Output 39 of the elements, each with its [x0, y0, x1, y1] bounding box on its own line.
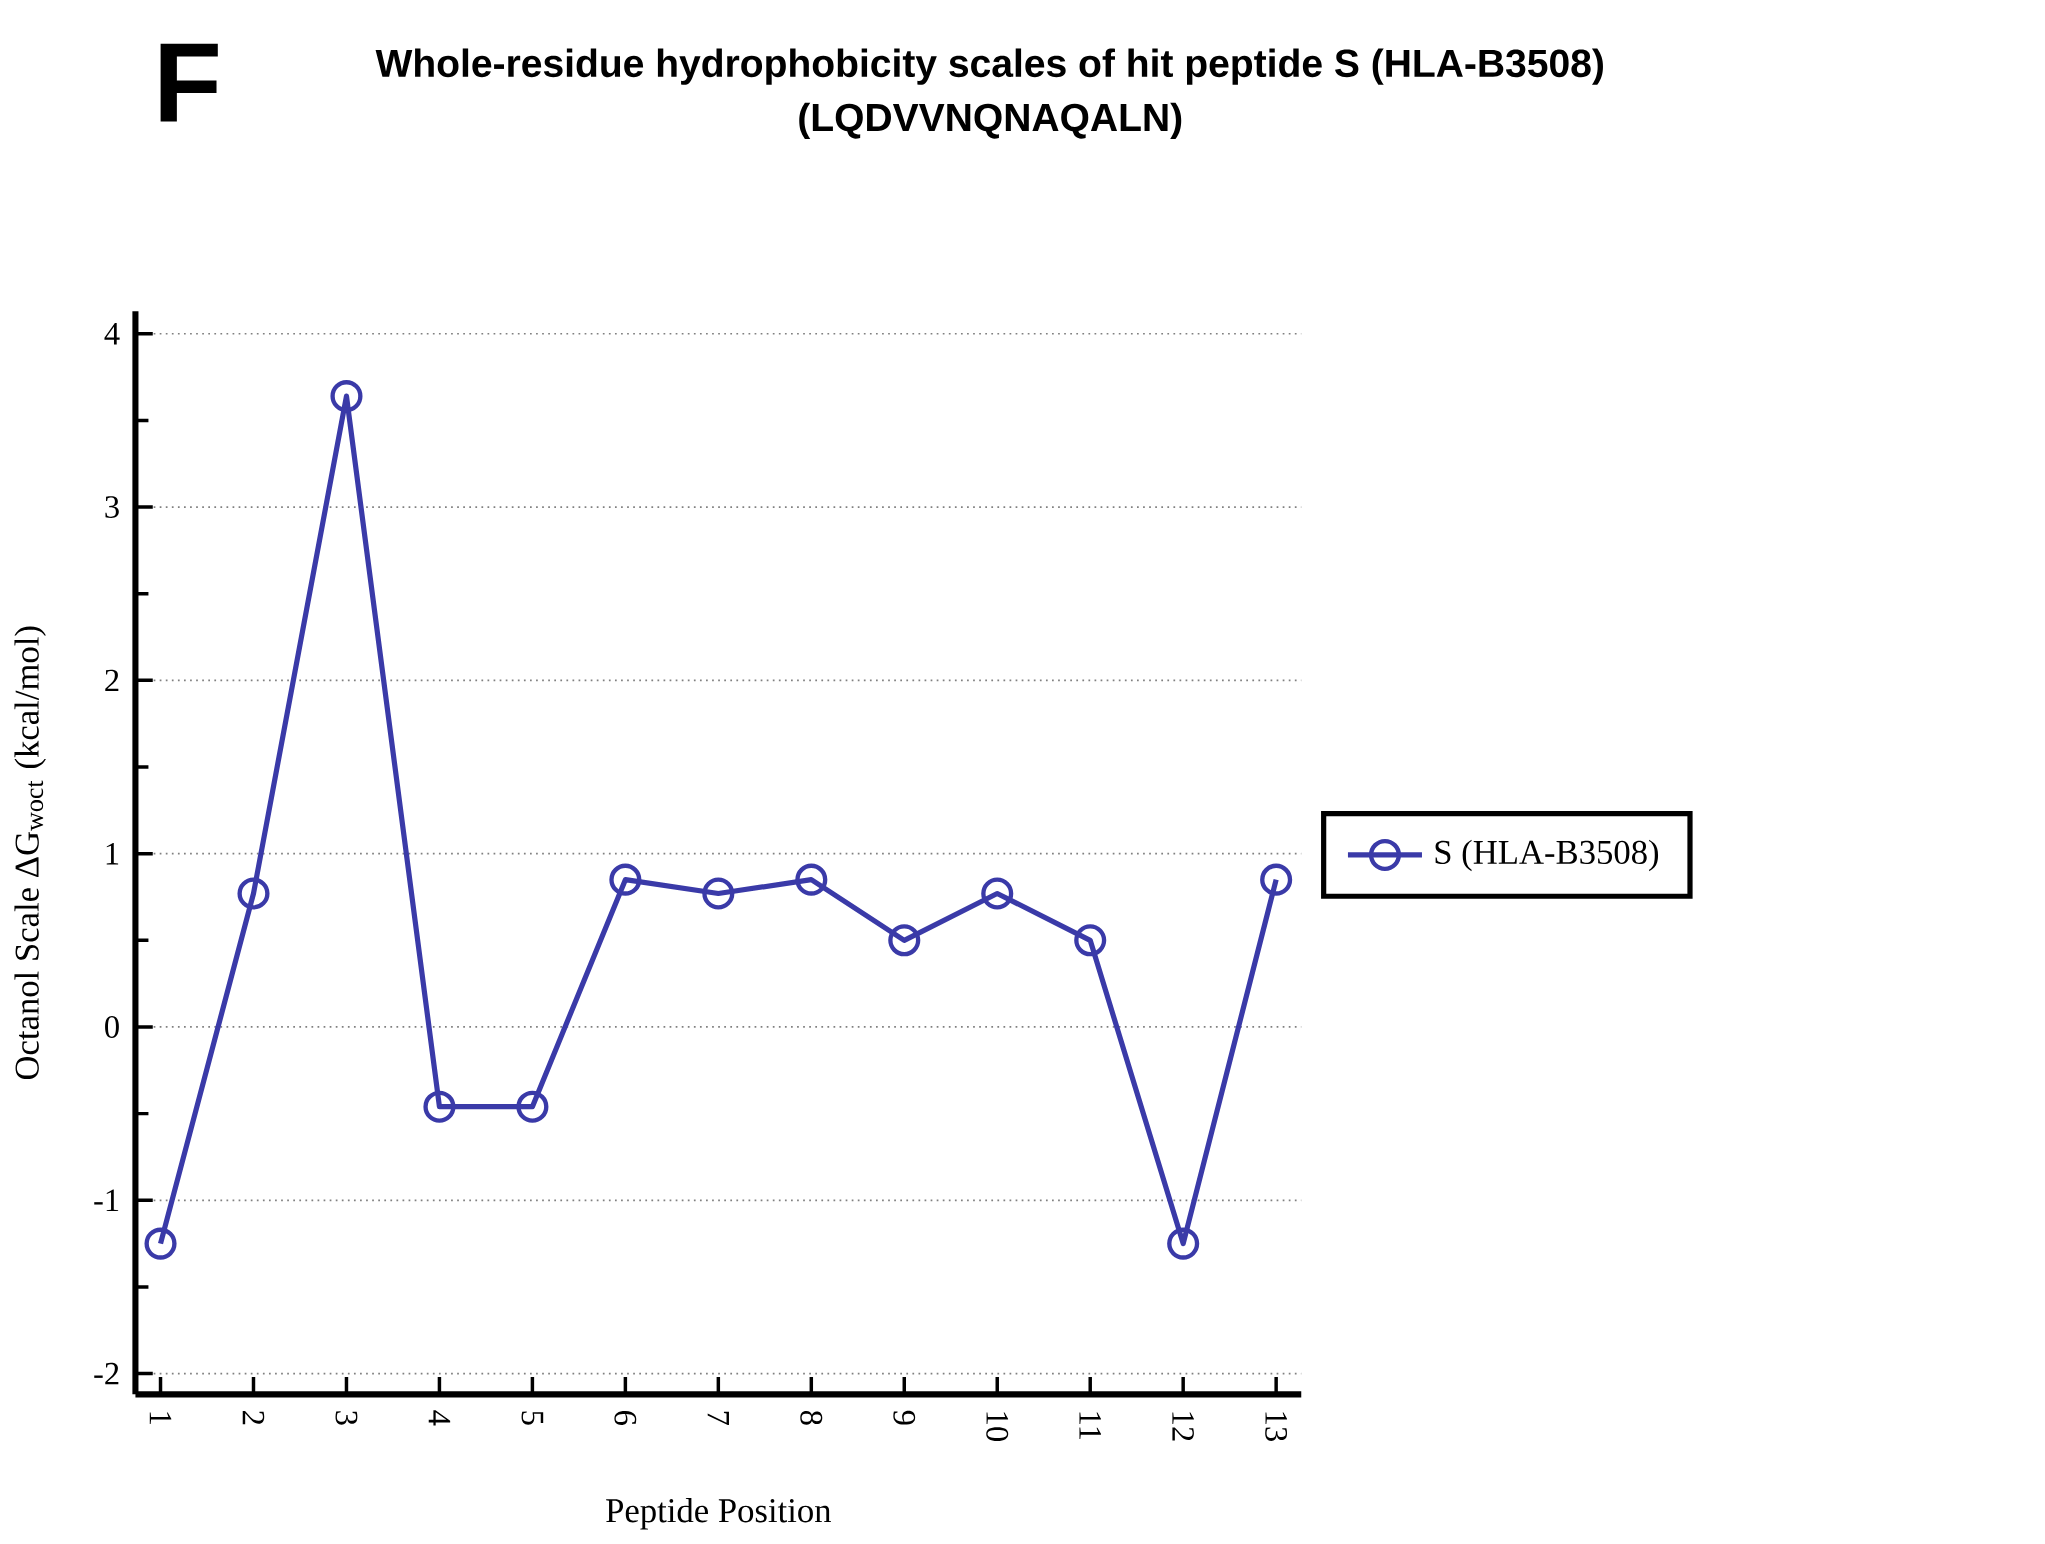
point: [702, 877, 735, 910]
y-tick-label: 4: [104, 323, 120, 345]
x-tick-label: 9: [893, 1410, 916, 1425]
x-tick-label: 3: [335, 1411, 358, 1425]
x-tick-label: 1: [149, 1412, 172, 1425]
text: F: [160, 43, 218, 122]
x-axis-title: Peptide Position: [606, 1498, 831, 1530]
y-tick-label: 2: [105, 669, 119, 692]
point: [609, 863, 642, 896]
x-tick-label: 7: [707, 1411, 729, 1426]
point: [330, 380, 363, 413]
x-tick-label: 10: [986, 1412, 1009, 1442]
point: [144, 1227, 177, 1260]
x-tick-label: 4: [428, 1410, 451, 1426]
x-tick-label: 13: [1265, 1412, 1288, 1441]
point: [237, 877, 270, 910]
point: [423, 1090, 456, 1123]
point: [888, 924, 921, 957]
y-tick-label: -2: [94, 1362, 119, 1385]
point: [1167, 1227, 1200, 1260]
legend-label: S (HLA-B3508): [1435, 839, 1659, 872]
y-tick-label: 3: [105, 496, 119, 519]
y-tick-label: -1: [94, 1189, 119, 1212]
x-tick-label: 8: [800, 1410, 823, 1425]
y-tick-label: 0: [105, 1016, 119, 1038]
point: [1074, 924, 1107, 957]
chart-subtitle: (LQDVVNQNAQALN): [799, 102, 1182, 140]
x-tick-label: 6: [614, 1411, 637, 1426]
x-tick-label: 2: [242, 1411, 265, 1425]
point: [1260, 863, 1293, 896]
y-axis-title: Octanol Scale ΔG$_{woct}$ (kcal/mol): [14, 626, 46, 1080]
x-tick-label: 12: [1172, 1412, 1194, 1441]
point: [981, 877, 1014, 910]
chart-title: Whole-residue hydrophobicity scales of hit peptide S (HLA-B3508): [375, 48, 1603, 85]
point: [516, 1090, 549, 1123]
x-tick-label: 5: [521, 1411, 544, 1425]
point: [795, 863, 828, 896]
y-tick-label: 1: [106, 842, 119, 865]
x-tick-label: 11: [1079, 1412, 1101, 1440]
